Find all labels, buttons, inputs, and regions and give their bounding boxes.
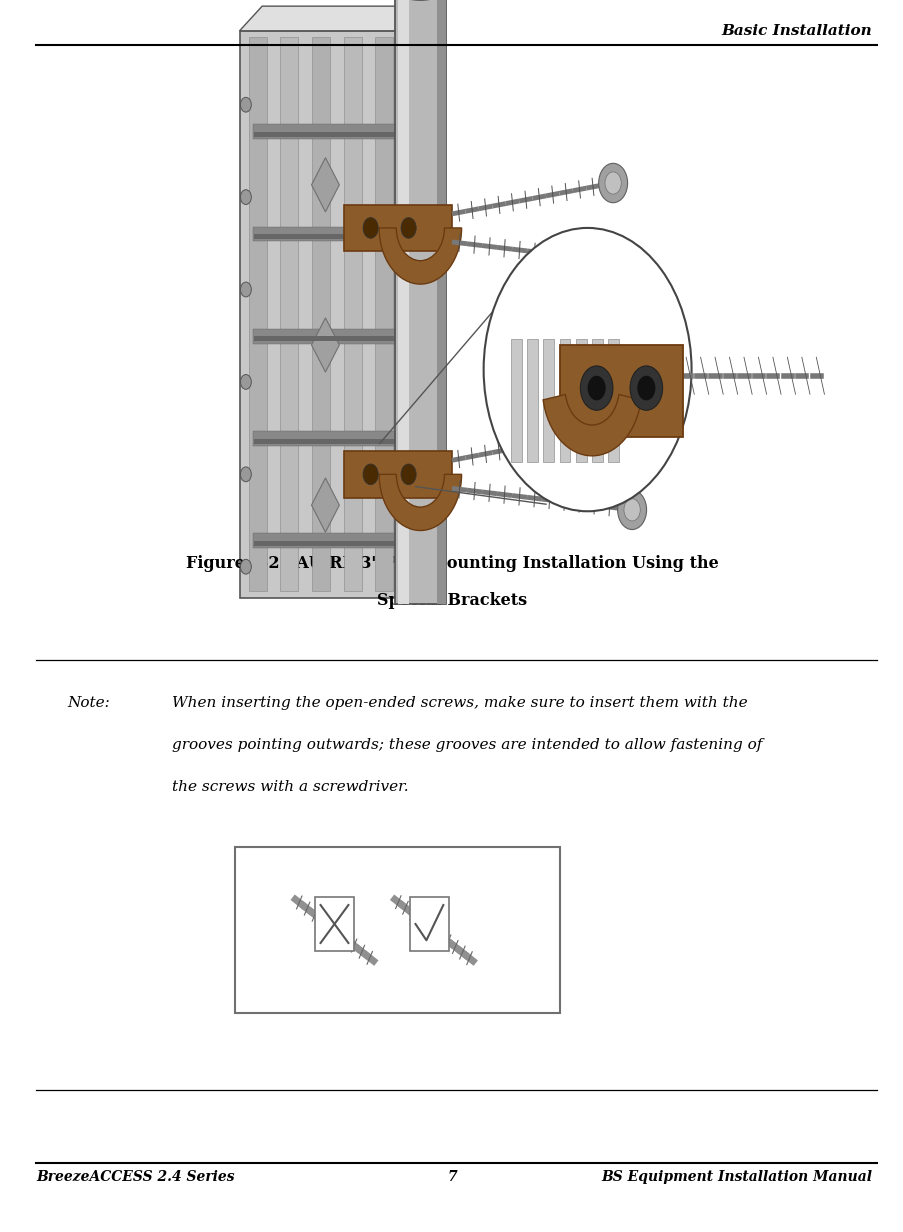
Bar [510,339,521,462]
Circle shape [399,190,410,205]
Text: When inserting the open-ended screws, make sure to insert them with the: When inserting the open-ended screws, ma… [172,696,747,710]
Bar [343,37,361,591]
Circle shape [637,376,655,400]
Bar [254,234,396,239]
Text: 7: 7 [447,1170,456,1184]
Bar [375,37,393,591]
FancyBboxPatch shape [560,345,682,437]
Circle shape [598,164,627,203]
Circle shape [363,218,377,238]
Polygon shape [312,318,339,372]
Bar [395,0,445,604]
Circle shape [604,172,620,195]
Bar [248,37,266,591]
Circle shape [399,467,410,482]
Circle shape [399,559,410,574]
Wedge shape [378,228,461,285]
Circle shape [240,375,251,389]
Wedge shape [543,394,640,456]
Circle shape [399,282,410,297]
Circle shape [598,410,627,450]
Bar [254,336,396,341]
Bar [253,329,397,344]
Bar [280,37,298,591]
Bar [608,339,619,462]
FancyBboxPatch shape [239,31,411,598]
Text: Basic Installation: Basic Installation [721,23,871,37]
Bar [526,339,537,462]
Wedge shape [378,474,461,531]
Text: grooves pointing outwards; these grooves are intended to allow fastening of: grooves pointing outwards; these grooves… [172,738,761,752]
Circle shape [587,376,605,400]
Text: Figure 2-2.  AU-RE 3" Pole Mounting Installation Using the: Figure 2-2. AU-RE 3" Pole Mounting Insta… [185,554,718,572]
Circle shape [401,464,415,484]
Circle shape [617,244,646,283]
Bar [254,541,396,546]
Circle shape [401,218,415,238]
Bar [253,124,397,139]
Text: the screws with a screwdriver.: the screws with a screwdriver. [172,780,408,793]
Text: BreezeACCESS 2.4 Series: BreezeACCESS 2.4 Series [36,1170,235,1184]
Bar [253,431,397,446]
Bar [402,31,438,598]
Bar [543,339,554,462]
Text: BS Equipment Installation Manual: BS Equipment Installation Manual [600,1170,871,1184]
Text: Special Brackets: Special Brackets [377,591,526,609]
Circle shape [240,97,251,112]
Circle shape [629,366,662,410]
Bar [253,533,397,548]
Bar [254,132,396,137]
Polygon shape [411,6,433,598]
Bar [254,439,396,444]
Bar [312,37,330,591]
Circle shape [240,282,251,297]
FancyBboxPatch shape [343,451,452,498]
Bar [235,848,560,1013]
Circle shape [604,419,620,441]
Polygon shape [312,158,339,212]
Circle shape [580,366,612,410]
FancyBboxPatch shape [343,205,452,251]
Bar [253,227,397,241]
Polygon shape [239,6,433,31]
Bar [436,0,445,604]
Circle shape [623,253,639,275]
Circle shape [363,464,377,484]
Bar [591,339,602,462]
Bar [409,897,449,951]
Circle shape [240,190,251,205]
Bar [559,339,570,462]
Circle shape [240,467,251,482]
Circle shape [617,490,646,530]
Circle shape [399,97,410,112]
Circle shape [240,559,251,574]
Polygon shape [312,478,339,532]
Circle shape [399,375,410,389]
Text: Note:: Note: [68,696,110,710]
Circle shape [483,228,691,511]
Circle shape [623,499,639,521]
Bar [314,897,354,951]
Bar [575,339,586,462]
Bar [397,0,408,604]
